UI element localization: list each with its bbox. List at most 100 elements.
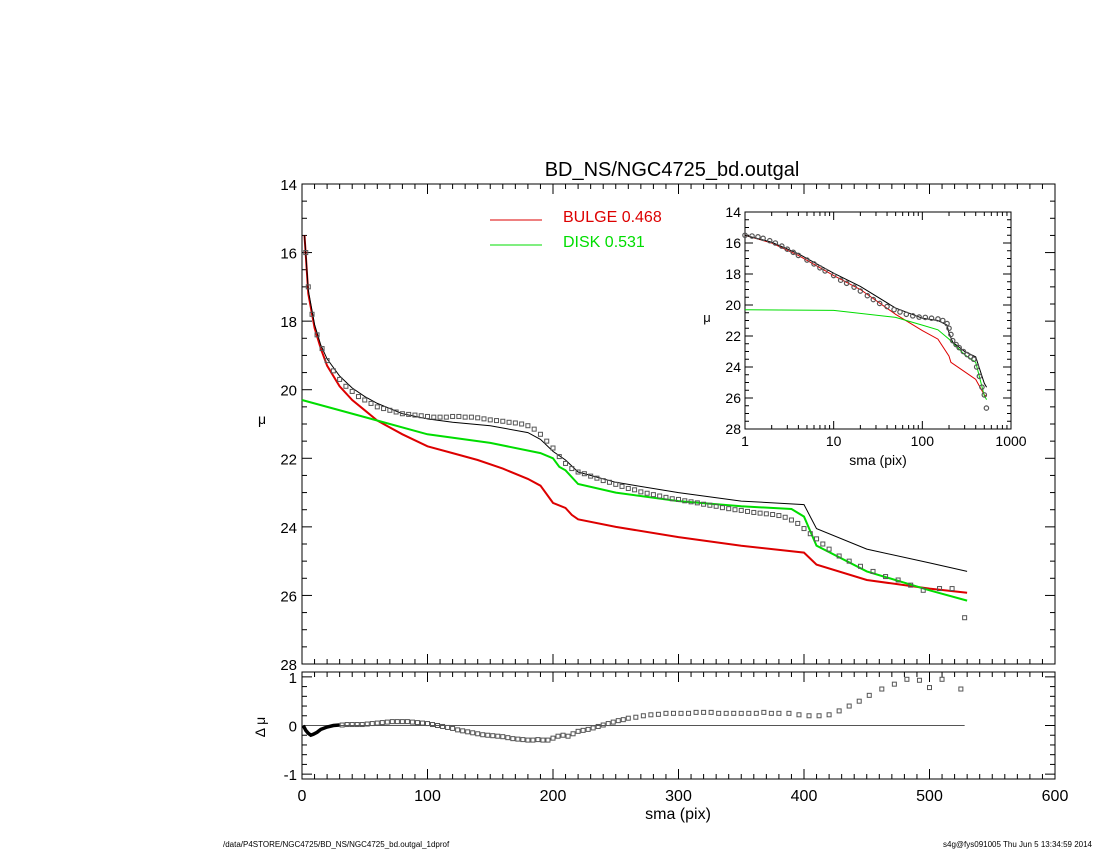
inset-data-point: [916, 314, 922, 320]
inset-data-point: [981, 392, 988, 398]
main-data-point: [399, 411, 405, 417]
residual-data-point: [738, 710, 744, 716]
residual-data-point: [419, 720, 425, 726]
main-data-point: [305, 284, 311, 290]
main-data-point: [836, 553, 842, 559]
residual-data-point: [550, 735, 556, 741]
residual-data-point: [575, 728, 581, 734]
main-data-point: [406, 411, 412, 417]
residual-data-point: [545, 737, 551, 743]
residual-data-point: [663, 710, 669, 716]
inset-data-point: [811, 261, 817, 267]
inset-data-point: [891, 306, 897, 313]
inset-y-tick-label: 16: [725, 235, 741, 251]
main-data-point: [450, 413, 456, 419]
inset-x-tick-label: 1: [741, 433, 749, 449]
inset-data-point: [778, 243, 785, 249]
footer-file-path: /data/P4STORE/NGC4725/BD_NS/NGC4725_bd.o…: [223, 840, 450, 849]
main-data-point: [719, 505, 725, 511]
inset-x-tick-labels: 1 10 100 1000: [741, 433, 1027, 449]
residual-data-point: [525, 737, 531, 743]
inset-bulge-line: [744, 234, 987, 397]
residual-data-point: [585, 726, 591, 732]
residual-panel: -101 0 100 200 300 400 500 600 Δ μ sma (pix): [252, 670, 1068, 823]
residual-line: [301, 723, 340, 738]
inset-data-point: [970, 356, 977, 363]
inset-data-point: [903, 311, 910, 318]
main-data-point: [745, 508, 751, 514]
inset-data-point: [817, 264, 823, 271]
residual-data-point: [768, 710, 774, 716]
inset-data-point: [928, 315, 935, 321]
residual-data-point: [389, 719, 395, 725]
residual-x-tick-label: 200: [540, 788, 567, 805]
inset-data-point: [979, 384, 985, 390]
main-data-point: [343, 383, 349, 389]
residual-data-point: [384, 719, 390, 725]
main-data-point: [393, 409, 399, 415]
residual-data-point: [520, 737, 526, 743]
main-data-point: [569, 466, 575, 472]
main-data-point: [751, 509, 757, 515]
residual-data-point: [445, 724, 451, 730]
main-data-point: [443, 414, 449, 420]
main-data-point: [330, 368, 336, 374]
residual-data-point: [399, 719, 405, 725]
residual-data-point: [866, 692, 872, 698]
inset-data-point: [935, 316, 941, 322]
residual-ticks: [301, 672, 1056, 779]
inset-x-tick-label: 10: [826, 433, 842, 449]
residual-data-point: [648, 712, 654, 718]
main-y-axis-label: μ: [258, 411, 266, 427]
residual-data-point: [836, 708, 842, 714]
residual-data-point: [686, 710, 692, 716]
residual-x-tick-label: 400: [791, 788, 818, 805]
residual-y-tick-label: 0: [289, 719, 297, 736]
residual-data-point: [786, 710, 792, 716]
residual-data-point: [485, 732, 491, 738]
inset-data-point: [870, 296, 877, 303]
main-data-point: [519, 421, 525, 427]
main-data-point: [525, 423, 531, 429]
main-data-point: [895, 577, 901, 583]
residual-data-point: [414, 720, 420, 726]
main-data-point: [309, 311, 315, 317]
main-data-point: [694, 500, 700, 506]
residual-data-point: [753, 710, 759, 716]
main-data-point: [544, 438, 550, 444]
main-data-point: [418, 413, 424, 419]
residual-data-point: [475, 731, 481, 737]
main-data-point: [807, 531, 813, 537]
residual-data-point: [450, 725, 456, 731]
residual-data-point: [633, 714, 639, 720]
inset-x-tick-label: 100: [911, 433, 935, 449]
main-data-point: [368, 400, 374, 406]
residual-data-point: [540, 737, 546, 743]
main-data-point: [682, 498, 688, 504]
residual-data-point: [615, 718, 621, 724]
residual-data-point: [927, 685, 932, 691]
inset-data-point: [790, 249, 797, 256]
inset-data-point: [795, 252, 802, 259]
main-panel: 14 16 18 20 22 24 26 28 μ BULGE 0.468 DISK 0.53…: [258, 177, 1056, 674]
residual-data-point: [369, 721, 375, 727]
main-data-point: [425, 413, 430, 419]
residual-data-point: [856, 698, 862, 704]
residual-data-point: [796, 712, 802, 718]
main-data-point: [826, 546, 832, 552]
inset-y-tick-label: 26: [725, 390, 741, 406]
main-data-point: [355, 394, 361, 400]
main-data-point: [757, 510, 763, 516]
residual-data-point: [359, 722, 365, 728]
inset-y-tick-label: 14: [725, 204, 741, 220]
residual-data-point: [515, 736, 521, 742]
inset-y-tick-label: 24: [725, 359, 741, 375]
inset-data-point: [857, 288, 864, 294]
inset-data-point: [822, 268, 828, 274]
residual-data-point: [409, 719, 415, 725]
residual-data-point: [904, 676, 910, 682]
main-data-point: [487, 417, 493, 423]
main-data-point: [563, 460, 569, 466]
inset-data-point: [876, 300, 883, 307]
